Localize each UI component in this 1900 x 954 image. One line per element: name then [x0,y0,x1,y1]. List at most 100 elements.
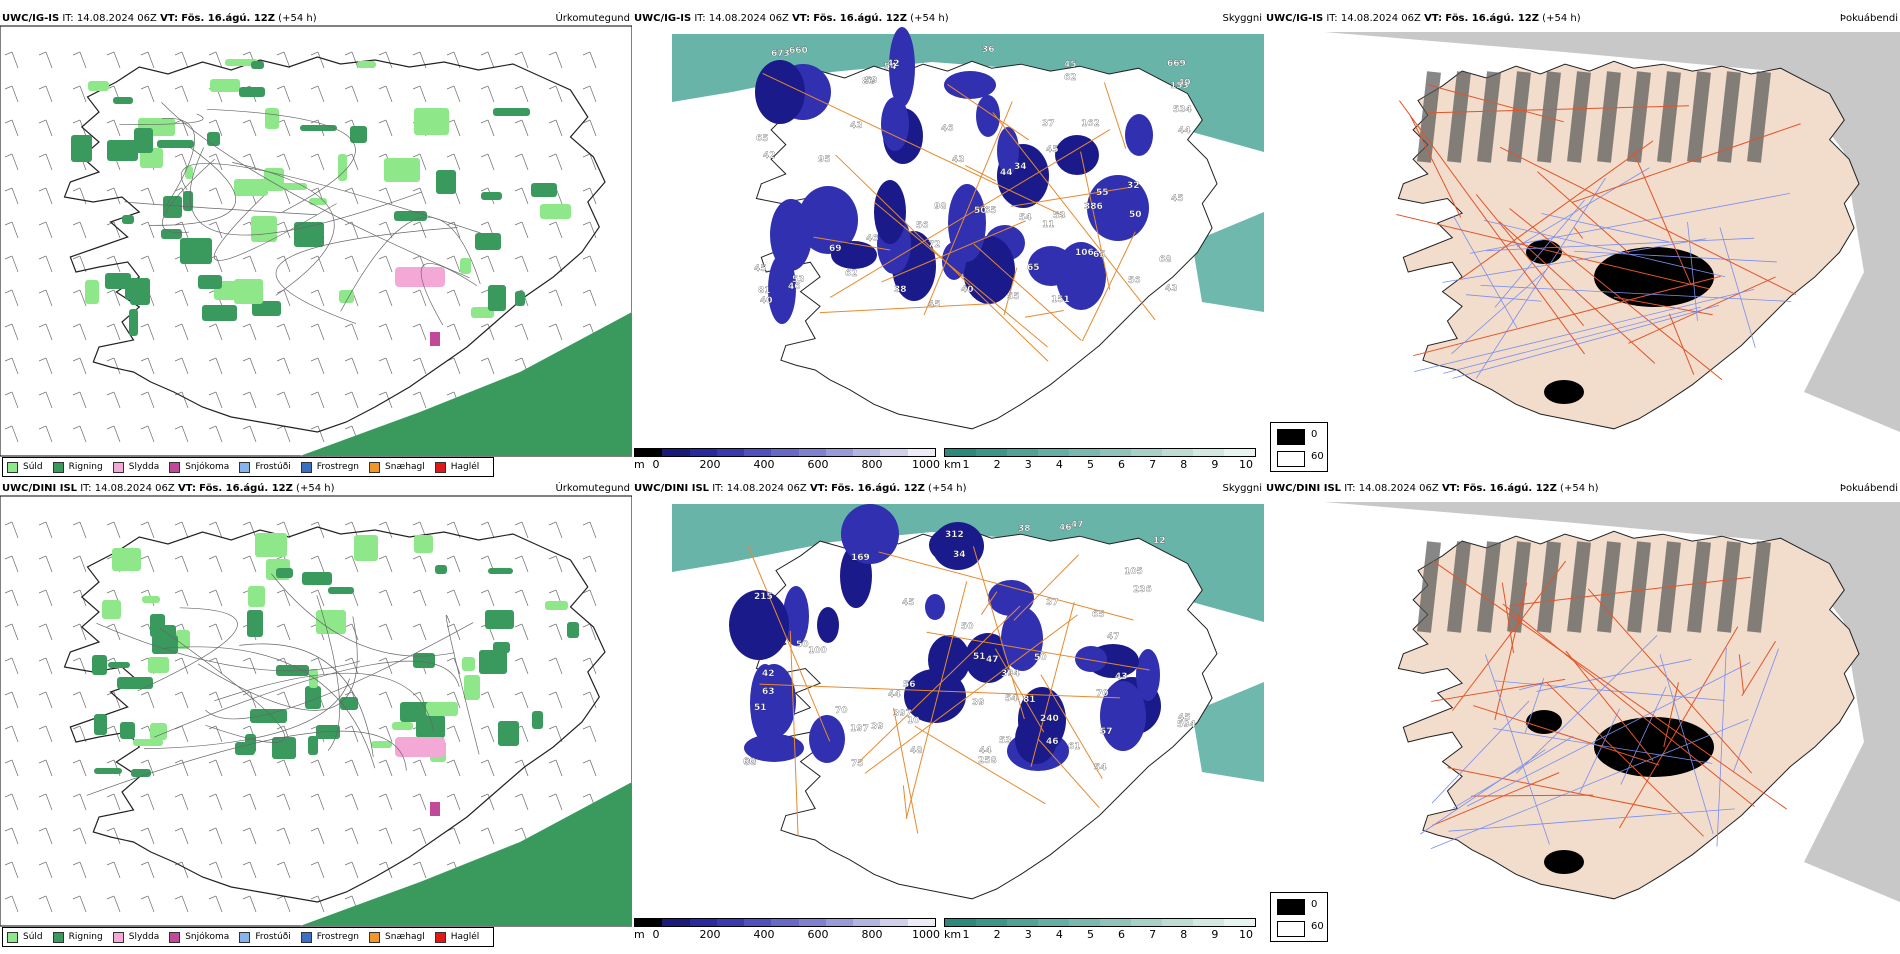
snow-area [430,332,440,346]
wind-barb [208,793,223,811]
precip-cell [134,128,153,153]
wind-barb [242,827,257,845]
precip-cell [85,280,99,304]
fog-fjord [1657,71,1681,163]
road-line [1741,640,1776,696]
wind-barb [106,827,121,845]
model-name: UWC/IG-IS [2,13,60,24]
legend-swatch [239,931,251,943]
wind-barb [38,255,53,273]
fog-core [1594,717,1714,777]
wind-barb [344,657,359,675]
road-line [994,648,1045,733]
wind-barb [106,391,121,409]
precip-cell [339,290,354,303]
fog-sea-east [1192,682,1264,782]
river-line [1541,213,1669,243]
precip-cell [436,170,456,194]
model-name: UWC/IG-IS [634,13,692,24]
cloud-base-label: 169 [851,553,870,563]
legend-swatch [239,461,251,473]
road-line [1501,582,1515,653]
cloud-base-label: 45 [1064,60,1077,70]
road-line [154,660,460,738]
model-name: UWC/DINI ISL [1266,483,1342,494]
colorbar-tick: 600 [807,928,829,941]
wind-barb [344,827,359,845]
road-line [992,112,1156,321]
wind-barb [548,255,563,273]
road-line [762,73,1066,218]
precip-cell [239,87,265,97]
wind-barb [582,119,597,137]
cloud-base-label: 56 [916,221,929,231]
fog-fjord [1477,541,1501,633]
low-cloud-area [1100,681,1146,751]
fog-core [1544,850,1584,874]
legend-item: Snæhagl [369,931,425,943]
wind-barb [446,289,461,307]
road-line [972,546,1025,720]
wind-barb [208,51,223,69]
cloud-base-label: 397 [893,709,912,719]
precip-cell [392,722,413,730]
precip-cell [207,132,220,146]
wind-barb [4,323,19,341]
visibility-panel: UWC/IG-IS IT: 14.08.2024 06Z VT: Fös. 16… [632,12,1264,484]
wind-barb [174,357,189,375]
cloud-base-label: 236 [1133,585,1152,595]
road-line [214,672,435,732]
low-cloud-area [755,60,805,124]
precip-cell [384,158,420,182]
wind-barb [310,85,325,103]
legend-label: Frostúði [255,462,291,472]
wind-barb [412,221,427,239]
wind-barb [378,85,393,103]
wind-barb [480,85,495,103]
cloud-base-label: 34 [953,550,966,560]
cloud-base-label: 60 [743,757,756,767]
wind-barb [276,323,291,341]
cloud-base-label: 46 [1059,523,1072,533]
fog-core [1526,710,1562,734]
wind-barb [378,861,393,879]
colorbar-tick: 600 [807,458,829,471]
wind-barb [4,521,19,539]
panel-title: Úrkomutegund [555,483,630,494]
wind-barb [548,555,563,573]
fog-fjord [1567,541,1591,633]
colorbar-tick: 1 [962,458,970,471]
precip-cell [294,222,324,247]
road-line [144,678,350,750]
wind-barb [310,861,325,879]
wind-barb [412,555,427,573]
cloud-base-label: 37 [1042,119,1055,129]
wind-barb [106,221,121,239]
wind-barb [582,691,597,709]
precip-cell [479,650,507,674]
wind-barb [446,555,461,573]
panel-header: UWC/DINI ISL IT: 14.08.2024 06Z VT: Fös.… [1264,482,1900,496]
precip-legend: Súld Rigning Slydda Snjókoma Frostúði Frostre… [2,927,495,947]
road-line [813,236,891,251]
colorbar-bin [689,449,717,456]
cloud-base-label: 50 [1129,210,1142,220]
wind-barb [106,289,121,307]
cloud-base-label: 55 [1096,188,1109,198]
road-line [1431,772,1560,827]
road-line [893,707,919,834]
fog-sea-north [672,504,1264,622]
cloud-base-label: 65 [1027,263,1040,273]
wind-barb [378,691,393,709]
river-line [1430,719,1749,849]
river-line [1448,808,1735,832]
wind-barb [38,691,53,709]
colorbar-bin [1007,449,1038,456]
fog-map [1324,502,1900,902]
road-line [1619,626,1739,829]
wind-barb [242,759,257,777]
valid-time-label: VT: [177,483,196,494]
wind-barb [446,759,461,777]
wind-barb [208,323,223,341]
colorbar-bin [853,449,881,456]
